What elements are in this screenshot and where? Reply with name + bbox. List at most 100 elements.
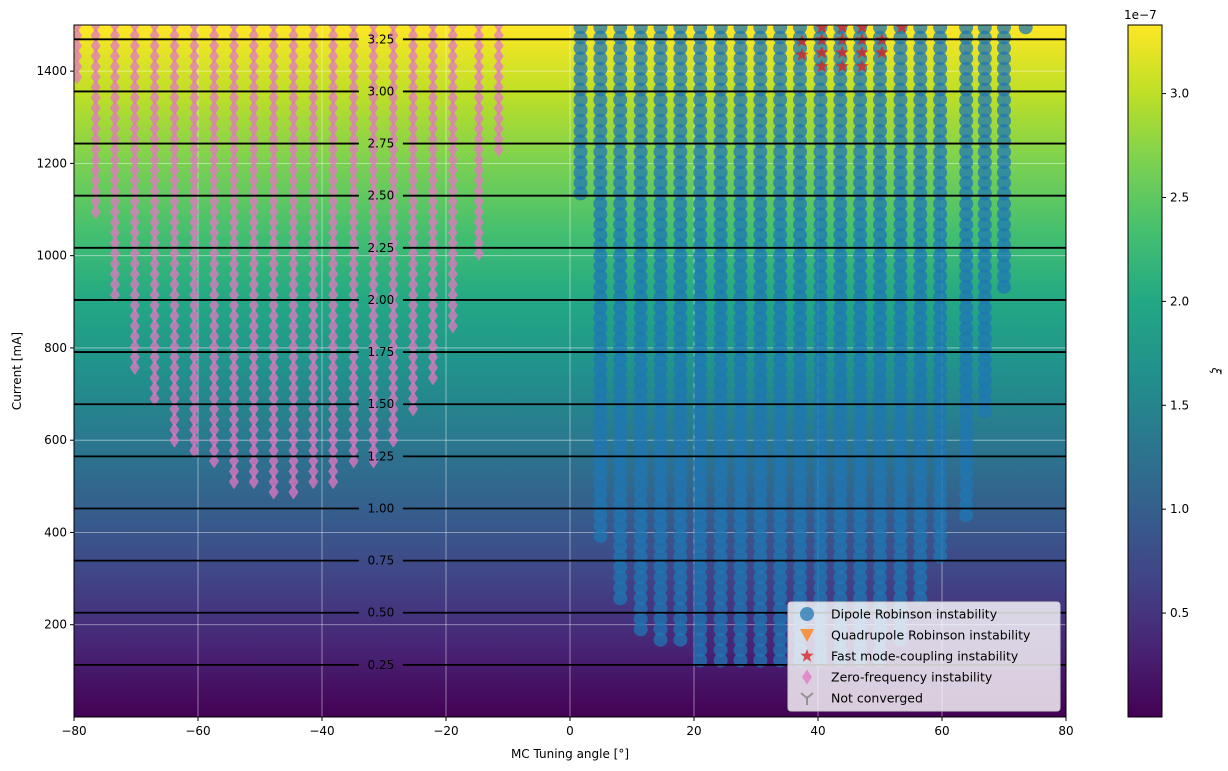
data-point	[933, 279, 948, 294]
data-point	[189, 38, 200, 54]
data-point	[268, 287, 279, 303]
data-point	[308, 474, 319, 490]
data-point	[693, 352, 708, 367]
data-point	[209, 38, 220, 54]
data-point	[308, 59, 319, 75]
data-point	[447, 245, 458, 261]
data-point	[773, 414, 788, 429]
data-point	[893, 404, 908, 419]
colorbar-label: ξ	[1209, 367, 1223, 375]
data-point	[613, 508, 628, 523]
data-point	[713, 425, 728, 440]
data-point	[893, 51, 908, 66]
data-point	[653, 373, 668, 388]
data-point	[753, 570, 768, 585]
data-point	[893, 207, 908, 222]
data-point	[793, 217, 808, 232]
data-point	[713, 61, 728, 76]
data-point	[388, 173, 399, 189]
data-point	[388, 360, 399, 376]
data-point	[189, 432, 200, 448]
y-tick-label: 1000	[36, 249, 67, 263]
data-point	[933, 207, 948, 222]
data-point	[833, 477, 848, 492]
data-point	[129, 110, 140, 126]
data-point	[447, 225, 458, 241]
legend-marker	[800, 692, 814, 705]
data-point	[753, 404, 768, 419]
data-point	[813, 227, 828, 242]
data-point	[189, 225, 200, 241]
data-point	[209, 328, 220, 344]
data-point	[613, 155, 628, 170]
data-point	[288, 235, 299, 251]
data-point	[268, 349, 279, 365]
data-point	[169, 90, 180, 106]
data-point	[633, 466, 648, 481]
data-point	[633, 300, 648, 315]
data-point	[593, 124, 608, 139]
data-point	[633, 144, 648, 159]
data-point	[875, 45, 889, 59]
data-point	[288, 90, 299, 106]
data-point	[427, 162, 438, 178]
data-point	[913, 560, 928, 575]
data-point	[613, 207, 628, 222]
data-point	[613, 124, 628, 139]
data-point	[933, 259, 948, 274]
data-point	[733, 466, 748, 481]
data-point	[408, 110, 419, 126]
data-point	[713, 103, 728, 118]
data-point	[977, 227, 992, 242]
data-point	[248, 463, 259, 479]
data-point	[493, 69, 504, 85]
data-point	[248, 152, 259, 168]
data-point	[873, 124, 887, 139]
data-point	[873, 487, 887, 502]
data-point	[228, 391, 239, 407]
data-point	[90, 152, 101, 168]
data-point	[913, 425, 928, 440]
data-point	[348, 349, 359, 365]
data-point	[427, 266, 438, 282]
data-point	[447, 256, 458, 272]
data-point	[959, 362, 974, 377]
data-point	[873, 176, 887, 191]
data-point	[893, 362, 908, 377]
data-point	[873, 560, 887, 575]
data-point	[248, 370, 259, 386]
data-point	[388, 79, 399, 95]
data-point	[573, 82, 588, 97]
data-point	[613, 103, 628, 118]
data-point	[893, 61, 908, 76]
data-point	[613, 227, 628, 242]
data-point	[368, 266, 379, 282]
legend-label: Dipole Robinson instability	[831, 607, 998, 622]
data-point	[473, 142, 484, 158]
data-point	[149, 100, 160, 116]
data-point	[328, 360, 339, 376]
data-point	[613, 82, 628, 97]
data-point	[633, 528, 648, 543]
data-point	[288, 214, 299, 230]
data-point	[653, 591, 668, 606]
data-point	[348, 443, 359, 459]
data-point	[209, 308, 220, 324]
colorbar-offset-text: 1e−7	[1124, 8, 1157, 22]
data-point	[793, 61, 808, 76]
data-point	[693, 404, 708, 419]
data-point	[653, 269, 668, 284]
data-point	[348, 204, 359, 220]
data-point	[493, 100, 504, 116]
data-point	[713, 414, 728, 429]
data-point	[129, 245, 140, 261]
data-point	[913, 103, 928, 118]
data-point	[248, 474, 259, 490]
data-point	[633, 477, 648, 492]
data-point	[328, 152, 339, 168]
data-point	[853, 352, 868, 367]
data-point	[813, 373, 828, 388]
data-point	[753, 72, 768, 87]
data-point	[493, 38, 504, 54]
data-point	[129, 308, 140, 324]
